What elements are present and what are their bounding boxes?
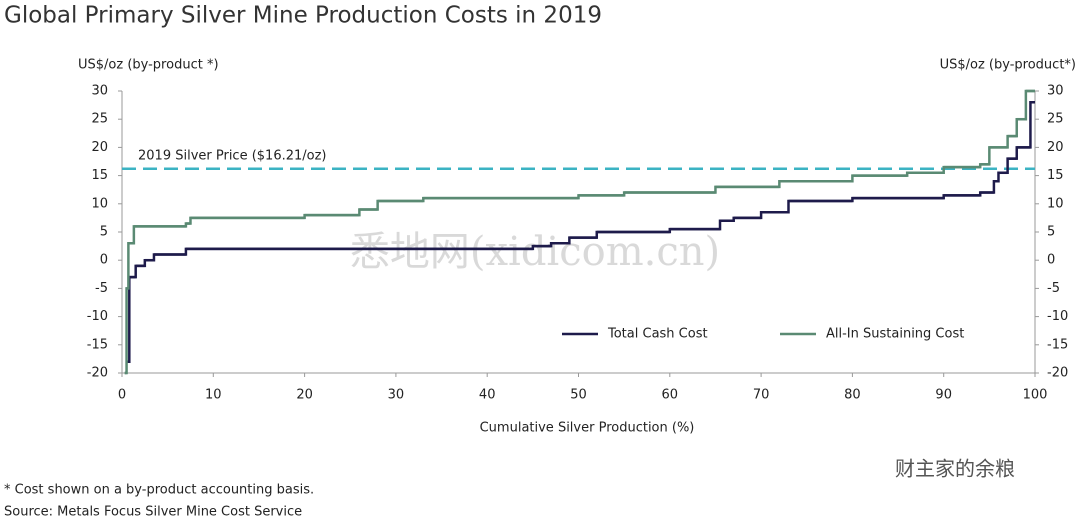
y2-tick-label: 10	[1047, 196, 1064, 211]
legend-label: All-In Sustaining Cost	[826, 327, 964, 342]
y-tick-label: -5	[95, 281, 108, 296]
x-tick-label: 20	[296, 388, 313, 403]
x-tick-label: 40	[479, 388, 496, 403]
x-axis-label: Cumulative Silver Production (%)	[480, 421, 695, 436]
y2-tick-label: 15	[1047, 168, 1064, 183]
chart-title: Global Primary Silver Mine Production Co…	[4, 3, 602, 29]
y2-tick-label: -10	[1047, 309, 1068, 324]
y2-tick-label: 5	[1047, 225, 1055, 240]
y-tick-label: -10	[87, 309, 108, 324]
watermark: 悉地网(xidicom.cn)	[350, 229, 720, 275]
y2-tick-label: 0	[1047, 253, 1055, 268]
legend-label: Total Cash Cost	[607, 327, 708, 342]
x-tick-label: 10	[205, 388, 222, 403]
x-tick-label: 80	[844, 388, 861, 403]
y2-tick-label: 30	[1047, 84, 1064, 99]
x-tick-label: 0	[118, 388, 126, 403]
x-tick-label: 60	[662, 388, 679, 403]
footnote: * Cost shown on a by-product accounting …	[4, 483, 314, 498]
y-tick-label: -20	[87, 366, 108, 381]
watermark: 财主家的余粮	[895, 457, 1015, 481]
x-tick-label: 100	[1023, 388, 1048, 403]
y-tick-label: 20	[91, 140, 108, 155]
y2-tick-label: -15	[1047, 337, 1068, 352]
x-tick-label: 70	[753, 388, 770, 403]
footnote: Source: Metals Focus Silver Mine Cost Se…	[4, 505, 302, 520]
y-tick-label: 0	[100, 253, 108, 268]
y-tick-label: 25	[91, 112, 108, 127]
x-tick-label: 30	[388, 388, 405, 403]
y2-axis-label: US$/oz (by-product*)	[940, 58, 1076, 73]
x-tick-label: 50	[570, 388, 587, 403]
y2-tick-label: -20	[1047, 366, 1068, 381]
price-label: 2019 Silver Price ($16.21/oz)	[138, 148, 327, 163]
y-tick-label: 15	[91, 168, 108, 183]
y-tick-label: -15	[87, 337, 108, 352]
y-tick-label: 30	[91, 84, 108, 99]
y-tick-label: 5	[100, 225, 108, 240]
y2-tick-label: 20	[1047, 140, 1064, 155]
y2-tick-label: -5	[1047, 281, 1060, 296]
y2-tick-label: 25	[1047, 112, 1064, 127]
y-tick-label: 10	[91, 196, 108, 211]
x-tick-label: 90	[935, 388, 952, 403]
y-axis-label: US$/oz (by-product *)	[78, 58, 219, 73]
